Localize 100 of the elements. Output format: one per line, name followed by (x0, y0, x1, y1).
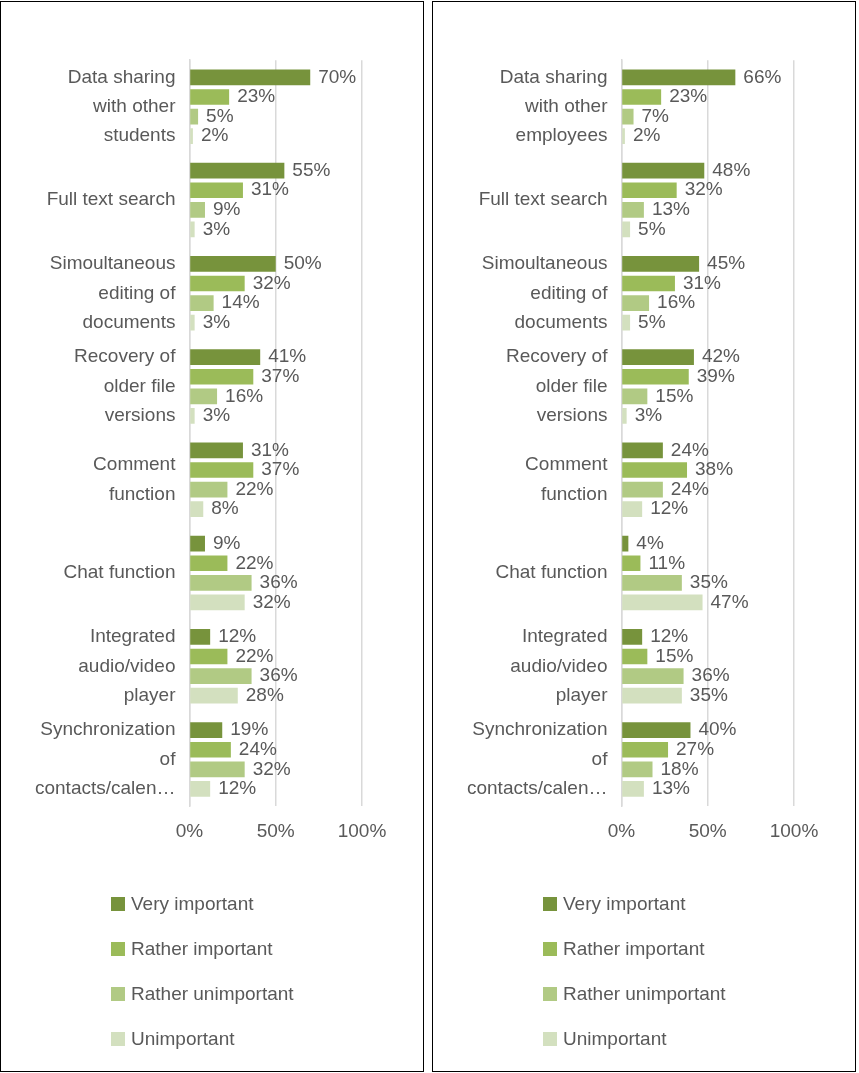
data-label: 41% (268, 345, 307, 367)
bar (190, 408, 195, 424)
bar (190, 202, 205, 218)
x-tick-label: 0% (175, 819, 204, 841)
bar (622, 368, 689, 385)
bar (190, 687, 238, 704)
data-label: 24% (238, 738, 277, 760)
data-label: 36% (691, 664, 730, 686)
data-label: 37% (261, 458, 300, 480)
legend-label: Rather unimportant (563, 982, 726, 1005)
bar (190, 275, 245, 292)
data-label: 2% (200, 124, 229, 146)
data-label: 36% (259, 664, 298, 686)
data-label: 14% (221, 291, 260, 313)
x-tick-label: 50% (256, 819, 295, 841)
data-label: 32% (252, 757, 291, 779)
data-label: 70% (318, 65, 357, 87)
data-label: 45% (707, 252, 746, 274)
data-label: 47% (710, 590, 749, 612)
legend-label: Unimportant (131, 1027, 235, 1050)
bar (190, 722, 223, 739)
data-label: 9% (212, 531, 241, 553)
bar (622, 741, 669, 758)
data-label: 15% (655, 644, 694, 666)
bar (622, 182, 677, 199)
data-label: 31% (250, 438, 290, 460)
y-tick-label: Comment function (525, 453, 609, 504)
y-tick-label: Data sharing with other students (67, 65, 177, 146)
bar (622, 128, 625, 145)
bar (622, 761, 653, 778)
bar (622, 295, 650, 311)
bar (190, 162, 285, 179)
data-label: 50% (283, 252, 322, 274)
bar (622, 462, 688, 478)
data-label: 16% (225, 384, 264, 406)
bar (190, 781, 211, 797)
legend-label: Unimportant (563, 1027, 667, 1050)
y-tick-label: Chat function (495, 561, 608, 583)
bar (622, 668, 684, 684)
x-tick-label: 0% (607, 819, 636, 841)
bar (622, 89, 662, 105)
bar (622, 629, 643, 645)
data-label: 35% (689, 683, 728, 705)
bar (622, 408, 627, 424)
data-label: 31% (250, 178, 290, 200)
data-label: 15% (655, 384, 694, 406)
legend-label: Rather important (131, 937, 273, 960)
data-label: 4% (636, 531, 664, 553)
data-label: 13% (651, 198, 691, 220)
bar (622, 275, 675, 292)
bar (190, 128, 193, 145)
y-tick-label: Comment function (93, 453, 177, 504)
data-label: 3% (202, 310, 231, 332)
legend-label: Rather unimportant (131, 982, 294, 1005)
y-tick-label: Simoultaneous editing of documents (49, 252, 177, 332)
bar (622, 256, 700, 272)
data-label: 3% (202, 404, 231, 426)
data-label: 19% (230, 718, 269, 740)
data-label: 16% (657, 291, 696, 313)
data-label: 5% (206, 104, 234, 126)
x-tick-label: 100% (769, 819, 819, 841)
data-label: 35% (689, 571, 728, 593)
data-label: 22% (235, 644, 274, 666)
legend-label: Very important (563, 892, 686, 915)
bar (190, 368, 254, 385)
bar (622, 648, 648, 665)
bar (622, 722, 691, 739)
bar (190, 594, 245, 611)
bar (190, 89, 230, 105)
bar (190, 182, 243, 199)
bar (190, 501, 204, 518)
bar (190, 741, 231, 758)
bar (190, 668, 252, 684)
x-tick-label: 100% (337, 819, 387, 841)
bar (190, 442, 243, 459)
data-label: 23% (669, 85, 708, 107)
x-tick-label: 50% (688, 819, 727, 841)
data-label: 5% (638, 310, 666, 332)
y-tick-label: Full text search (46, 188, 176, 210)
bar (190, 575, 252, 591)
legend-label: Rather important (563, 937, 705, 960)
bar (622, 388, 648, 405)
bar (622, 202, 644, 218)
bar (190, 221, 195, 238)
bar (622, 535, 629, 552)
bar (622, 314, 631, 331)
bar (622, 349, 694, 366)
data-label: 5% (638, 217, 666, 239)
data-label: 7% (641, 104, 670, 126)
bar (190, 535, 205, 552)
data-label: 31% (682, 271, 722, 293)
y-tick-label: Recovery of older file versions (506, 345, 609, 426)
data-label: 38% (695, 458, 734, 480)
bar (622, 687, 682, 704)
bar (622, 501, 643, 518)
data-label: 22% (235, 477, 274, 499)
bar (622, 221, 631, 238)
bar (190, 295, 214, 311)
bar (622, 594, 703, 611)
bar (190, 69, 311, 86)
